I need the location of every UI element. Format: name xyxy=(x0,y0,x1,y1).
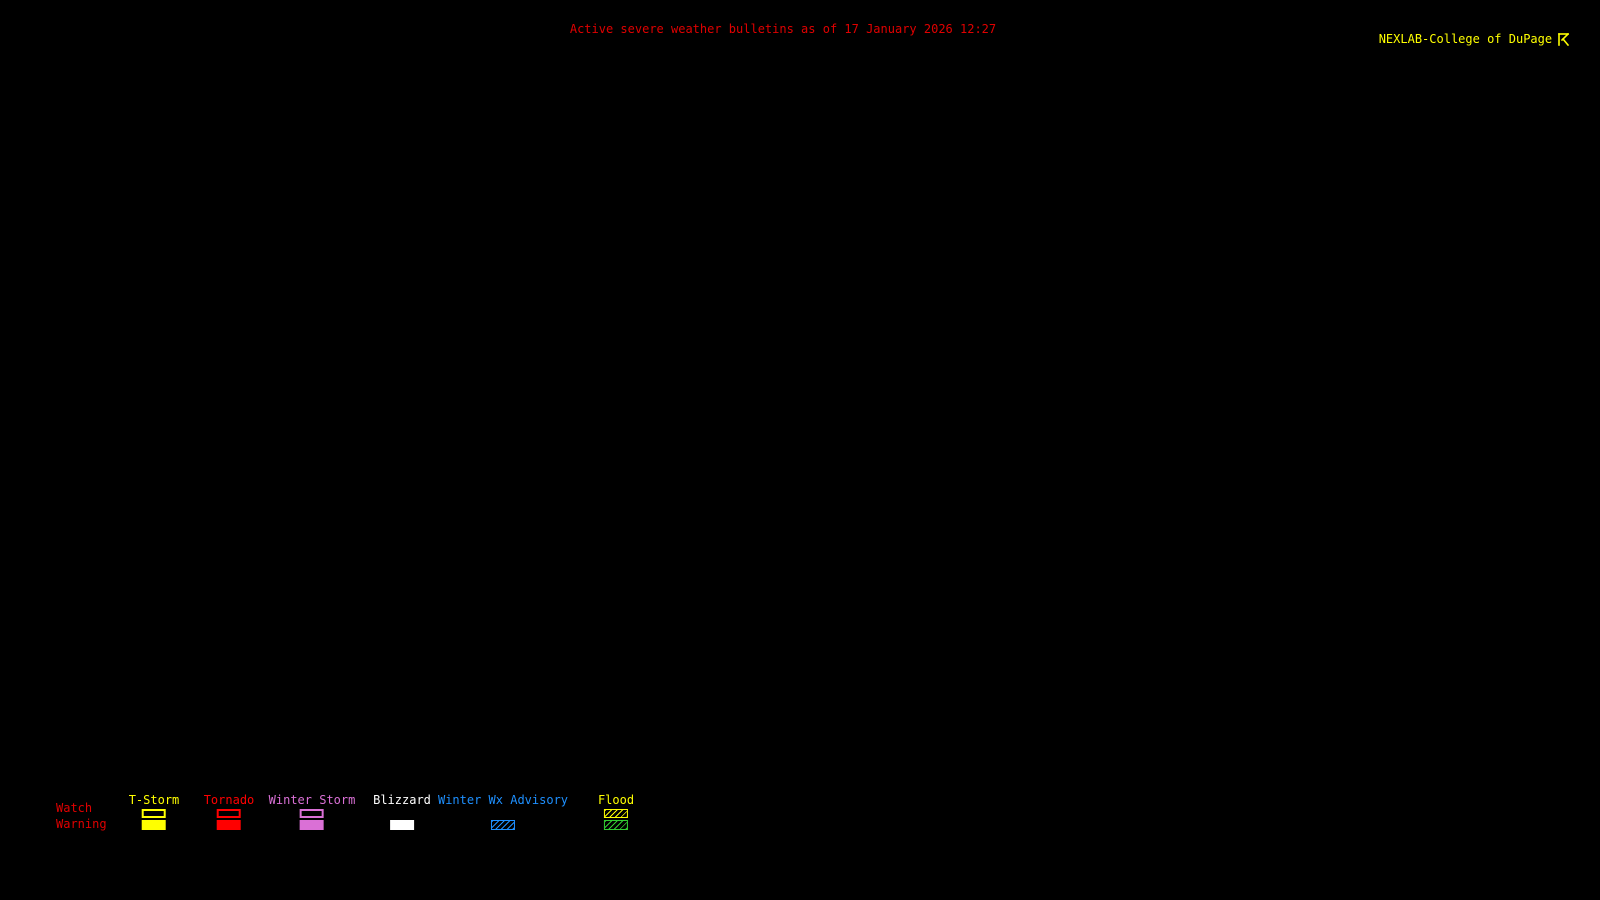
legend-header-blizzard: Blizzard xyxy=(373,793,431,807)
swatch-winter-wx-advisory-warning xyxy=(490,820,515,830)
swatch-winter-storm-watch xyxy=(299,809,324,818)
swatch-tornado-watch xyxy=(216,809,241,818)
page-title: Active severe weather bulletins as of 17… xyxy=(569,22,997,36)
branding-label: NEXLAB-College of DuPage xyxy=(1378,32,1553,46)
legend-column-flood: Flood xyxy=(598,793,634,830)
swatch-blizzard-warning xyxy=(389,820,414,830)
legend-column-tornado: Tornado xyxy=(203,793,255,830)
legend-row-label-warning: Warning xyxy=(56,817,107,831)
legend-header-winter-storm: Winter Storm xyxy=(268,793,356,807)
legend-row-label-watch: Watch xyxy=(56,801,93,815)
legend-column-winter-storm: Winter Storm xyxy=(268,793,356,830)
swatch-tornado-warning xyxy=(216,820,241,830)
legend-column-winter-wx-advisory: Winter Wx Advisory xyxy=(438,793,568,830)
cod-logo-icon xyxy=(1557,4,1586,74)
legend-column-tstorm: T-Storm xyxy=(128,793,180,830)
legend-header-flood: Flood xyxy=(597,793,635,807)
swatch-flood-warning xyxy=(604,820,628,830)
legend-header-tstorm: T-Storm xyxy=(128,793,180,807)
legend-header-winter-wx-advisory: Winter Wx Advisory xyxy=(437,793,569,807)
swatch-tstorm-watch xyxy=(141,809,166,818)
swatch-winter-storm-warning xyxy=(299,820,324,830)
legend-column-blizzard: Blizzard xyxy=(373,793,431,830)
swatch-tstorm-warning xyxy=(141,820,166,830)
legend-header-tornado: Tornado xyxy=(203,793,255,807)
swatch-flood-watch xyxy=(604,809,628,818)
branding: NEXLAB-College of DuPage xyxy=(1379,4,1586,74)
